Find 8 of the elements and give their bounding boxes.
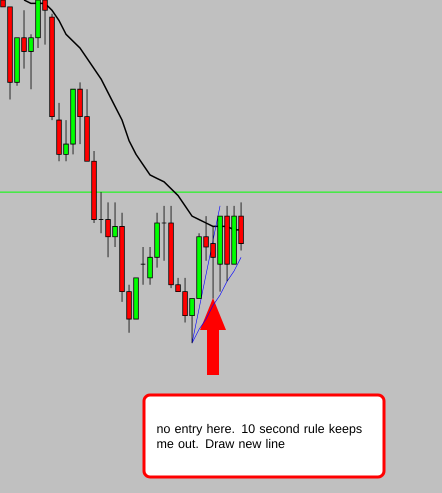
text: no entry here. 10 second rule keeps me out. Draw new line <box>157 424 362 448</box>
candlestick <box>63 120 69 162</box>
candlestick <box>112 202 118 248</box>
candlestick <box>21 10 27 70</box>
candlestick <box>28 34 34 90</box>
candlestick <box>140 246 146 286</box>
candlestick <box>105 202 111 258</box>
candlestick <box>98 192 104 234</box>
